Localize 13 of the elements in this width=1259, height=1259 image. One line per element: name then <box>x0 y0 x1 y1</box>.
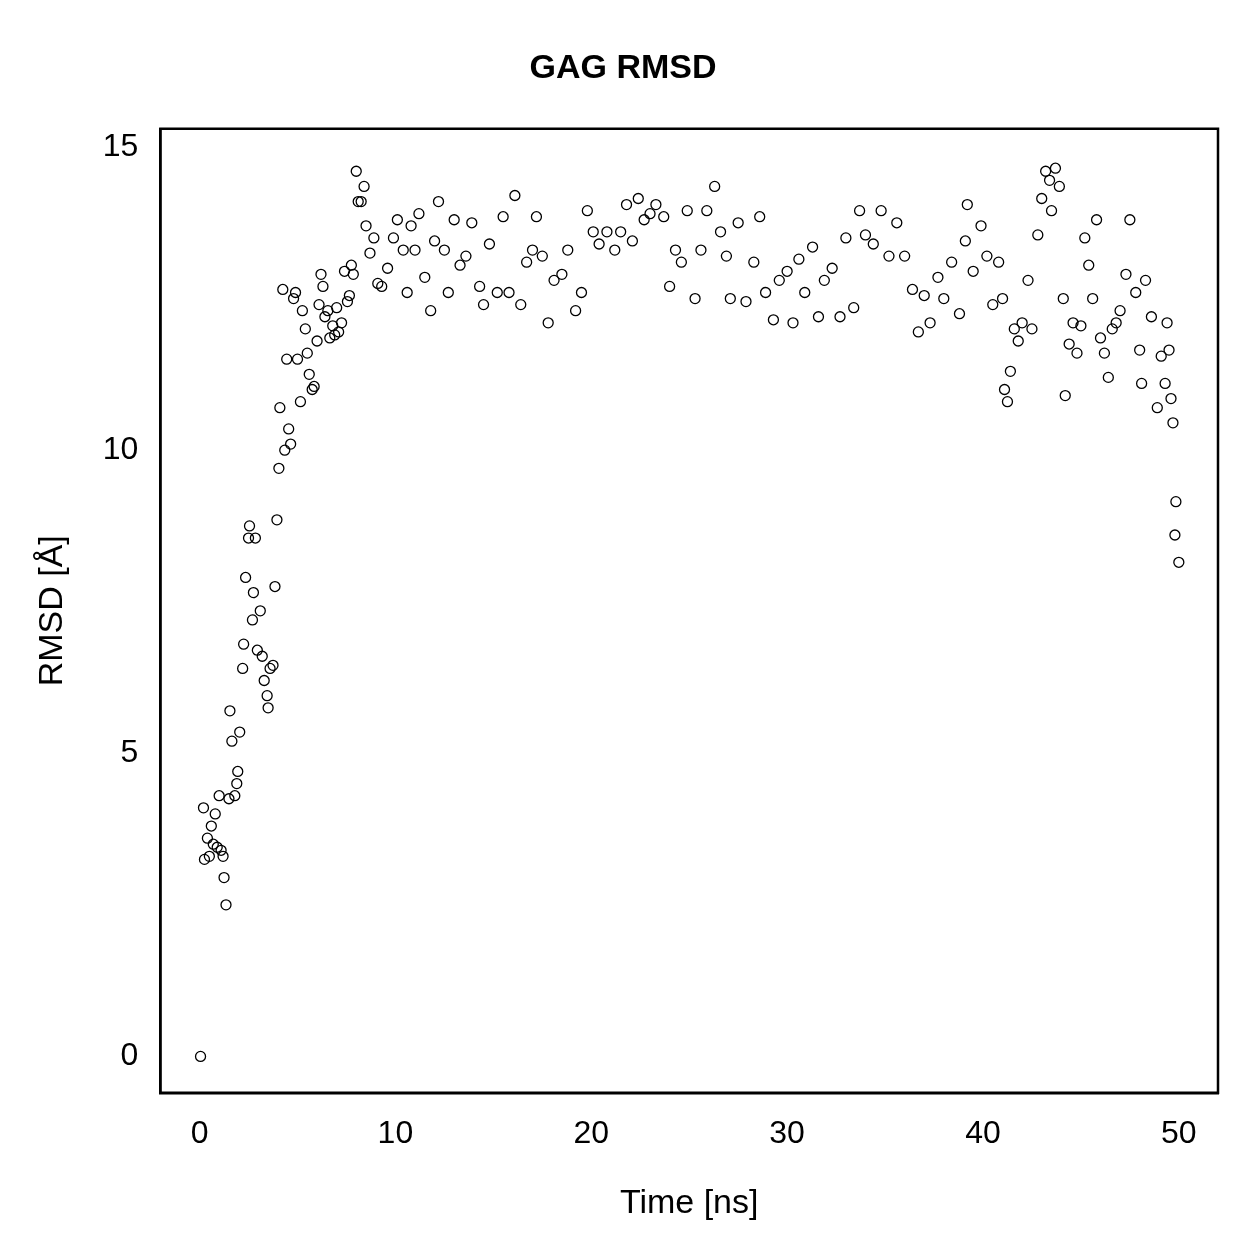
y-tick-label: 0 <box>120 1036 139 1073</box>
x-tick-label: 50 <box>1161 1113 1197 1150</box>
y-tick-label: 15 <box>102 126 139 163</box>
y-axis-title: RMSD [Å] <box>30 535 69 687</box>
y-tick-label: 5 <box>120 733 139 770</box>
x-tick-label: 0 <box>190 1113 209 1150</box>
x-tick-label: 40 <box>965 1113 1001 1150</box>
y-tick-label: 10 <box>102 429 139 466</box>
x-tick-label: 20 <box>573 1113 610 1150</box>
chart-title: GAG RMSD <box>529 46 717 85</box>
x-tick-label: 10 <box>377 1113 414 1150</box>
x-axis-title: Time [ns] <box>619 1181 759 1220</box>
x-tick-label: 30 <box>769 1113 805 1150</box>
